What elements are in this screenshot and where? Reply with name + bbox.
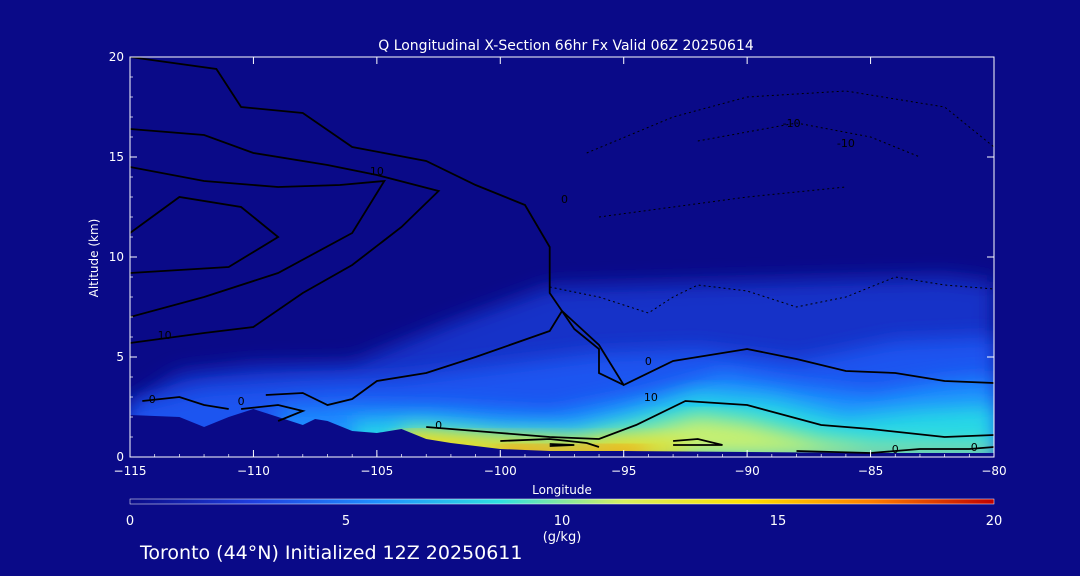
contour-dashed-0 [549,276,994,314]
colorbar-tick-label: 5 [342,514,350,529]
contour-line-7 [426,400,994,440]
colorbar: 0 5 10 15 20 (g/kg) [126,498,1002,545]
x-tick-label: −80 [981,464,1006,478]
y-axis: 0 5 10 15 20 [109,50,994,464]
x-tick-label: −85 [858,464,883,478]
contour-label-6: 0 [645,355,652,368]
contour-labels: 10 0 10 0 0 0 0 10 -10 -10 0 0 [149,117,978,456]
contour-line-3 [130,196,280,274]
contour-label-9: -10 [837,137,855,150]
terrain [130,409,994,457]
contour-line-10 [673,438,723,446]
contour-lines [130,57,994,454]
y-tick-label: 5 [116,350,124,364]
contour-label-4: 0 [238,395,245,408]
colorbar-tick-label: 20 [986,514,1003,529]
colorbar-label: (g/kg) [543,530,582,545]
y-tick-label: 20 [109,50,124,64]
x-tick-label: −100 [484,464,517,478]
x-axis-label: Longitude [532,483,592,497]
contour-label-11: 0 [971,441,978,454]
contour-line-0 [130,57,625,386]
contour-line-8 [500,438,600,448]
footer-caption: Toronto (44°N) Initialized 12Z 20250611 [140,542,523,564]
y-axis-label: Altitude (km) [87,219,101,298]
contour-label-3: 0 [149,393,156,406]
contour-dashed-2 [697,122,921,158]
colorbar-tick-label: 0 [126,514,134,529]
y-tick-label: 0 [116,450,124,464]
contour-line-5 [265,309,994,406]
contour-label-8: -10 [783,117,801,130]
contour-label-10: 0 [892,443,899,456]
contour-label-2: 10 [158,329,172,342]
contour-label-7: 10 [644,391,658,404]
contour-line-2 [130,166,387,318]
x-tick-label: −95 [611,464,636,478]
contour-label-5: 0 [435,419,442,432]
colorbar-ticks: 0 5 10 15 20 [126,514,1002,529]
colorbar-tick-label: 15 [770,514,787,529]
x-tick-label: −115 [114,464,147,478]
contour-line-9 [549,443,575,447]
chart-title: Q Longitudinal X-Section 66hr Fx Valid 0… [378,38,754,54]
contour-line-6 [241,404,306,422]
colorbar-strip [129,498,995,505]
x-tick-label: −105 [360,464,393,478]
x-tick-label: −110 [237,464,270,478]
y-tick-label: 10 [109,250,124,264]
contour-line-11 [796,446,994,454]
contour-label-0: 10 [370,165,384,178]
contour-line-4 [142,396,229,410]
terrain-fill [130,409,994,457]
contour-line-1 [130,128,441,344]
colorbar-tick-label: 10 [554,514,571,529]
y-tick-label: 15 [109,150,124,164]
x-tick-label: −90 [734,464,759,478]
x-axis: −115 −110 −105 −100 −95 −90 −85 −80 [114,57,1007,478]
contour-label-1: 0 [561,193,568,206]
